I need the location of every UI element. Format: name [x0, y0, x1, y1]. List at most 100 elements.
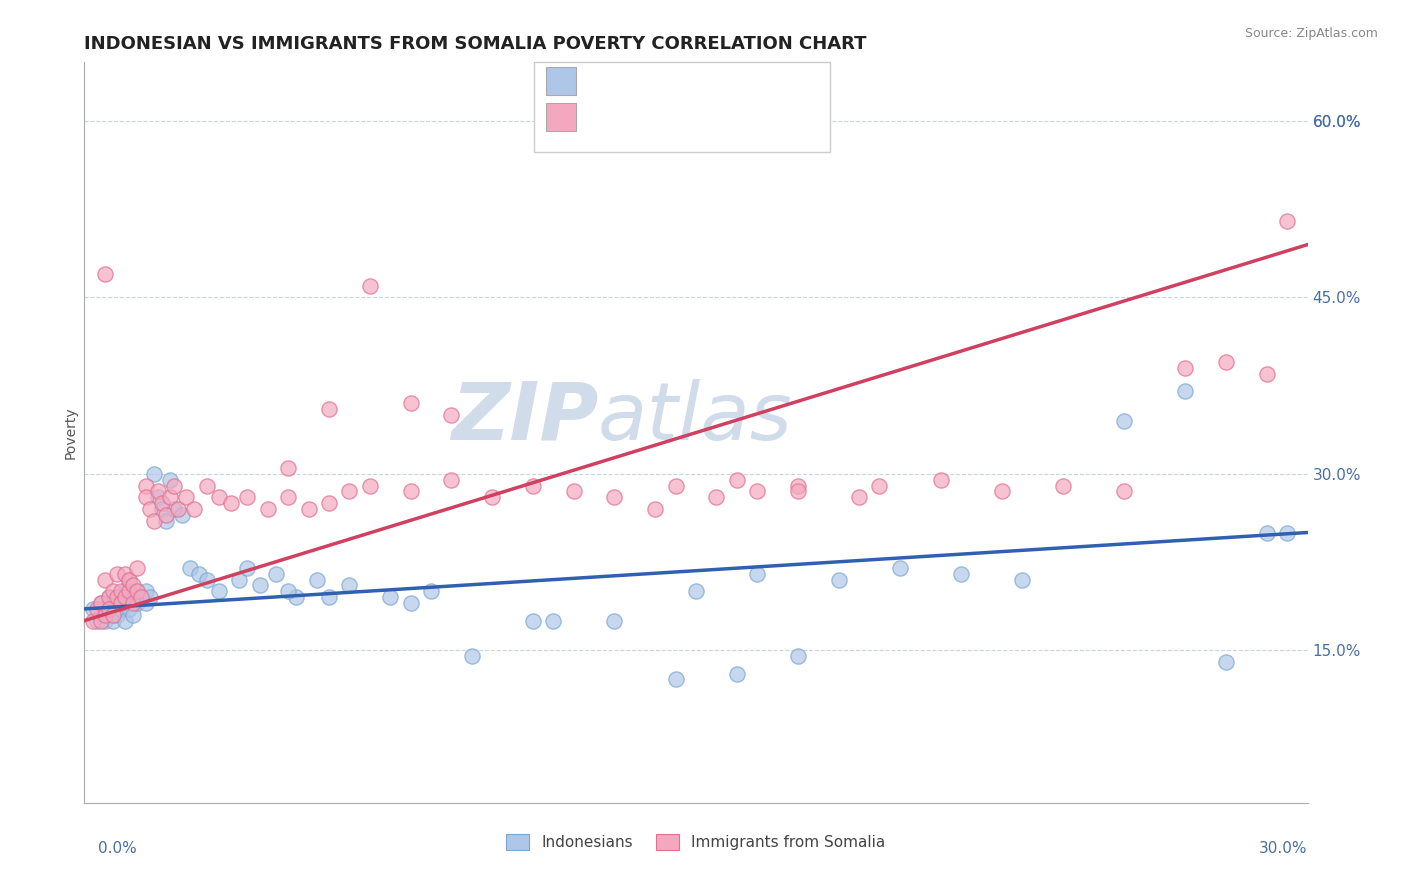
Point	[122, 607, 145, 622]
Point	[127, 584, 149, 599]
Point	[110, 596, 132, 610]
Point	[138, 502, 160, 516]
Point	[135, 584, 157, 599]
Point	[380, 590, 402, 604]
Point	[97, 607, 120, 622]
Point	[747, 484, 769, 499]
Point	[105, 596, 128, 610]
Point	[163, 478, 186, 492]
Point	[1114, 414, 1136, 428]
Point	[318, 402, 340, 417]
Point	[249, 578, 271, 592]
Point	[1215, 355, 1237, 369]
Point	[665, 478, 688, 492]
Point	[399, 596, 422, 610]
Point	[105, 607, 128, 622]
Point	[90, 614, 112, 628]
Point	[131, 590, 153, 604]
Point	[101, 584, 124, 599]
Point	[101, 607, 124, 622]
Text: 74: 74	[714, 108, 738, 126]
Point	[118, 584, 141, 599]
Text: INDONESIAN VS IMMIGRANTS FROM SOMALIA POVERTY CORRELATION CHART: INDONESIAN VS IMMIGRANTS FROM SOMALIA PO…	[84, 35, 868, 53]
Point	[159, 473, 181, 487]
Point	[848, 490, 870, 504]
Point	[142, 514, 165, 528]
Point	[298, 502, 321, 516]
Point	[236, 490, 259, 504]
Point	[195, 478, 218, 492]
Point	[399, 484, 422, 499]
Text: 0.608: 0.608	[627, 108, 679, 126]
Point	[264, 566, 287, 581]
Point	[82, 614, 104, 628]
Point	[172, 508, 194, 522]
Point	[685, 584, 707, 599]
Point	[114, 590, 136, 604]
Point	[339, 484, 361, 499]
Point	[155, 508, 177, 522]
Point	[114, 614, 136, 628]
Y-axis label: Poverty: Poverty	[63, 407, 77, 458]
Point	[665, 673, 688, 687]
Point	[991, 484, 1014, 499]
Point	[277, 461, 299, 475]
Text: atlas: atlas	[598, 379, 793, 457]
Point	[138, 590, 160, 604]
Point	[219, 496, 242, 510]
Point	[86, 602, 108, 616]
Point	[1277, 525, 1299, 540]
Text: 0.0%: 0.0%	[98, 841, 138, 856]
Text: 0.194: 0.194	[627, 72, 679, 90]
Point	[110, 590, 132, 604]
Point	[93, 602, 115, 616]
Text: N =: N =	[679, 72, 716, 90]
Point	[522, 478, 544, 492]
Text: R =: R =	[588, 72, 624, 90]
Point	[86, 614, 108, 628]
Point	[236, 561, 259, 575]
Point	[90, 607, 112, 622]
Text: R =: R =	[588, 108, 624, 126]
Text: ZIP: ZIP	[451, 379, 598, 457]
Point	[127, 584, 149, 599]
Point	[114, 566, 136, 581]
Point	[122, 596, 145, 610]
Text: Source: ZipAtlas.com: Source: ZipAtlas.com	[1244, 27, 1378, 40]
Point	[93, 614, 115, 628]
Point	[359, 278, 381, 293]
Point	[950, 566, 973, 581]
Point	[318, 590, 340, 604]
Point	[105, 566, 128, 581]
Point	[97, 590, 120, 604]
Point	[131, 590, 153, 604]
Point	[787, 648, 810, 663]
Point	[208, 490, 231, 504]
Point	[93, 573, 115, 587]
Point	[208, 584, 231, 599]
Point	[399, 396, 422, 410]
Point	[305, 573, 328, 587]
Point	[118, 573, 141, 587]
Point	[228, 573, 250, 587]
Point	[82, 602, 104, 616]
Point	[122, 578, 145, 592]
Point	[118, 602, 141, 616]
Point	[150, 502, 173, 516]
Point	[150, 496, 173, 510]
Point	[1256, 367, 1278, 381]
Point	[127, 596, 149, 610]
Point	[828, 573, 851, 587]
Point	[93, 607, 115, 622]
Legend: Indonesians, Immigrants from Somalia: Indonesians, Immigrants from Somalia	[499, 827, 893, 858]
Point	[522, 614, 544, 628]
Point	[155, 514, 177, 528]
Point	[277, 584, 299, 599]
Point	[889, 561, 911, 575]
Point	[135, 596, 157, 610]
Point	[159, 490, 181, 504]
Point	[318, 496, 340, 510]
Point	[543, 614, 565, 628]
Point	[440, 408, 463, 422]
Point	[163, 502, 186, 516]
